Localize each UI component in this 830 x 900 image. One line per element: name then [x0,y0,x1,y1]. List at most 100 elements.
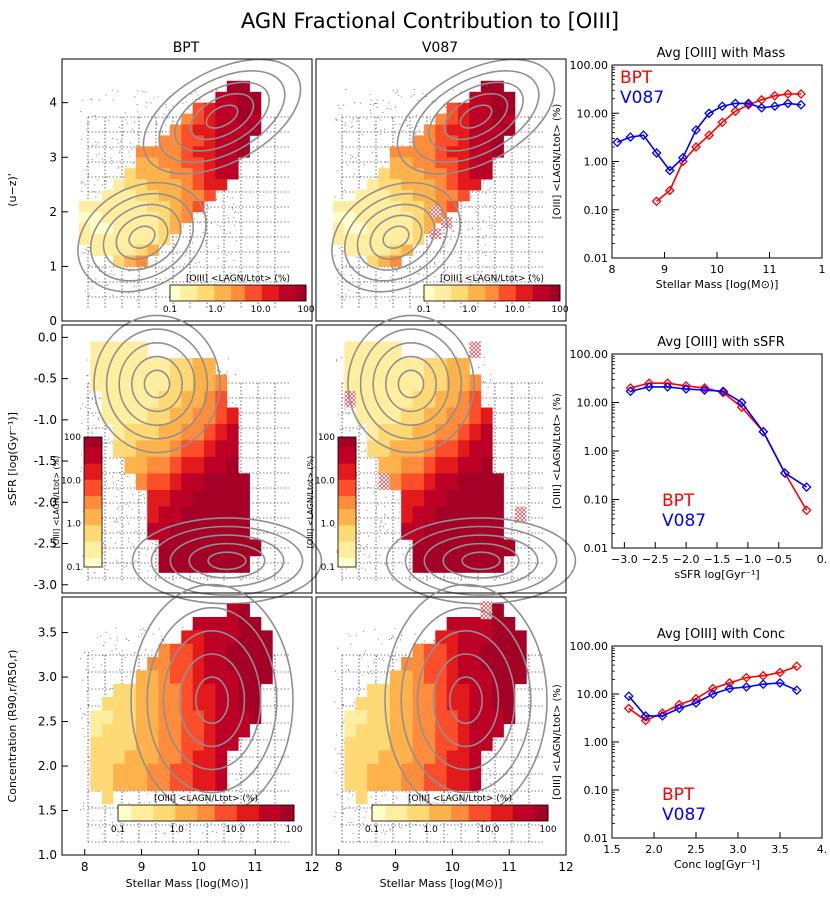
galaxy-dot [88,769,90,770]
heatmap-cell [412,723,425,738]
heatmap-cell [446,358,459,375]
galaxy-dot [484,364,485,366]
galaxy-dot [346,264,348,266]
heatmap-cell [435,407,448,425]
heatmap-cell [446,539,459,557]
colorbar-swatch [231,285,236,301]
galaxy-dot [334,255,336,257]
galaxy-dot [203,794,205,795]
heatmap-cell [192,179,205,191]
heatmap-cell [124,168,137,180]
data-point [681,384,692,394]
colorbar-swatch [210,285,215,301]
heatmap-cell [226,617,239,631]
colorbar-swatch [84,482,102,487]
heatmap-cell [401,190,413,202]
heatmap-panel-1: [OIII] <LAGN/Ltot> (%)0.1 1.0 10.0 100 [315,58,569,322]
galaxy-dot [390,276,392,278]
heatmap-cell [192,763,205,778]
galaxy-dot [484,235,486,236]
colorbar-swatch [258,805,264,821]
galaxy-dot [117,562,119,564]
heatmap-cell [215,135,228,147]
galaxy-dot [351,821,353,823]
galaxy-dot [360,102,362,104]
heatmap-cell [124,222,137,235]
x-tick-label: 8 [335,860,343,874]
galaxy-dot [341,796,343,798]
heatmap-cell [435,555,448,573]
heatmap-cell [238,489,250,507]
colorbar-swatch [144,805,150,821]
galaxy-dot [202,231,204,233]
galaxy-dot [357,154,359,156]
galaxy-dot [238,271,240,273]
galaxy-dot [337,268,339,270]
data-point [623,703,634,714]
galaxy-dot [122,134,124,136]
heatmap-cell [181,763,194,778]
galaxy-dot [84,761,86,763]
colorbar-tick: 0.1 [111,825,125,835]
heatmap-cell [124,440,137,458]
heatmap-cell [215,555,228,573]
galaxy-dot [386,531,388,533]
colorbar-swatch [338,544,356,549]
series-line [617,102,802,172]
heatmap-cell [435,124,448,136]
data-point [677,152,688,163]
galaxy-dot [475,277,477,279]
heatmap-cell [469,407,482,425]
heatmap-cell [435,179,448,191]
heatmap-cell [401,424,413,441]
galaxy-dot [415,633,417,635]
heatmap-cell [503,643,516,658]
galaxy-dot [485,778,487,780]
colorbar-tick: 10.0 [505,305,525,315]
colorbar-swatch [454,285,459,301]
galaxy-dot [340,429,342,431]
heatmap-cell [469,710,482,725]
galaxy-dot [110,813,112,815]
heatmap-cell [215,750,228,765]
galaxy-dot [356,256,358,258]
colorbar-swatch [217,285,222,301]
contour-line [77,181,207,293]
galaxy-dot [422,92,424,94]
heatmap-cell [355,697,368,711]
colorbar-swatch [207,285,212,301]
galaxy-dot [80,708,82,710]
heatmap-cell [469,763,482,778]
heatmap-cell [204,617,216,631]
heatmap-cell [215,506,228,524]
galaxy-dot [415,823,417,825]
galaxy-dot [178,831,180,833]
heatmap-cell [469,697,482,711]
heatmap-cell [344,723,357,738]
contour-line [461,551,501,571]
galaxy-dot [374,128,376,130]
heatmap-cell [135,777,148,791]
colorbar-swatch [455,805,461,821]
galaxy-dot [182,355,184,357]
heatmap-cell [192,135,205,147]
y-tick-label: 3 [49,150,57,164]
galaxy-dot [379,526,381,528]
galaxy-dot [117,522,119,524]
heatmap-cell [446,473,459,491]
galaxy-dot [479,228,481,230]
y-tick-label: 100.00 [570,640,609,653]
galaxy-dot [96,427,98,429]
galaxy-dot [111,148,113,150]
galaxy-dot [470,267,472,269]
heatmap-cell [215,407,228,425]
colorbar-swatch [84,498,102,503]
heatmap-cell [469,750,482,765]
galaxy-dot [490,775,491,777]
heatmap-cell [170,424,182,441]
heatmap-cell [124,777,137,791]
galaxy-dot [490,750,492,752]
heatmap-cell [378,440,391,458]
data-point [674,703,685,714]
